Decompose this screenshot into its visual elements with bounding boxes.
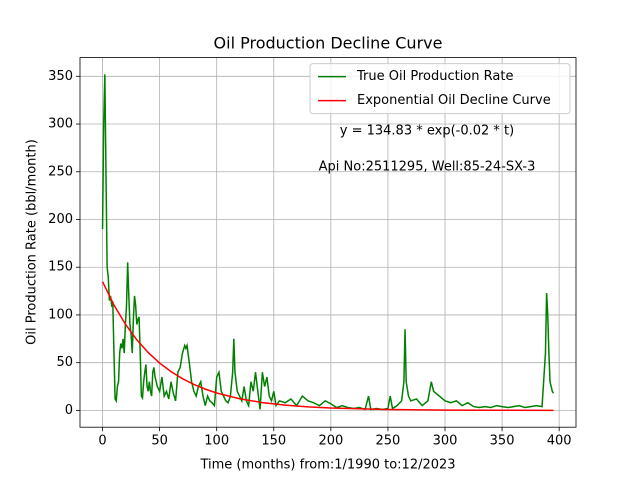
y-tick-label: 50: [56, 355, 73, 370]
x-tick-label: 300: [433, 434, 458, 449]
y-tick-label: 200: [48, 212, 73, 227]
x-tick-label: 150: [261, 434, 286, 449]
chart-title: Oil Production Decline Curve: [214, 34, 443, 53]
legend-label: True Oil Production Rate: [356, 69, 513, 84]
x-tick-label: 50: [151, 434, 168, 449]
x-tick-label: 400: [547, 434, 572, 449]
y-tick-label: 300: [48, 117, 73, 132]
data-line: [101, 74, 555, 411]
legend-label: Exponential Oil Decline Curve: [357, 93, 551, 108]
y-axis-label: Oil Production Rate (bbl/month): [25, 139, 40, 345]
x-tick-label: 350: [490, 434, 515, 449]
y-tick-label: 350: [48, 69, 73, 84]
x-tick-label: 250: [376, 434, 401, 449]
x-tick-label: 100: [204, 434, 229, 449]
axes-frame: [79, 57, 577, 428]
y-tick-label: 250: [48, 164, 73, 179]
data-line: [101, 281, 554, 412]
y-tick-label: 0: [65, 403, 73, 418]
y-tick-label: 150: [48, 260, 73, 275]
x-tick-label: 0: [98, 434, 106, 449]
annotation: Api No:2511295, Well:85-24-SX-3: [319, 160, 536, 175]
y-tick-label: 100: [48, 307, 73, 322]
legend-box: [309, 63, 571, 115]
x-axis-label: Time (months) from:1/1990 to:12/2023: [199, 458, 455, 473]
x-tick-label: 200: [318, 434, 343, 449]
annotation: y = 134.83 * exp(-0.02 * t): [340, 124, 514, 139]
